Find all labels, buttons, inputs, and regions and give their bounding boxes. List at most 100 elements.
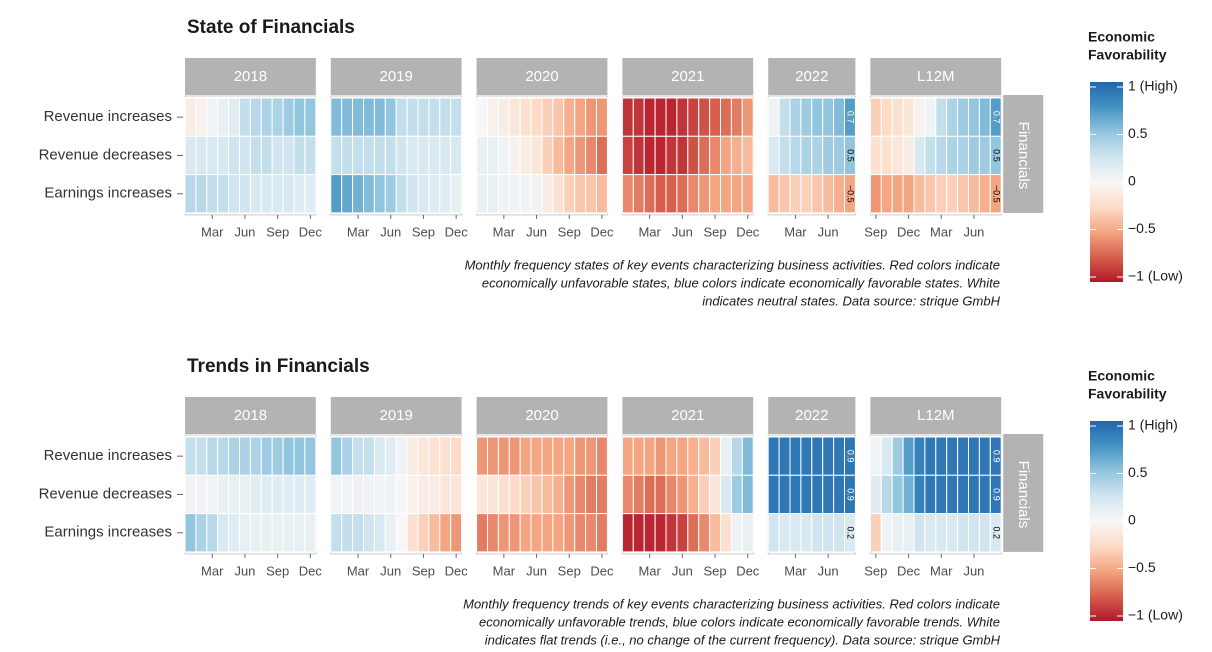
facet-strip [185,58,316,95]
cell [632,174,645,214]
cell [487,174,499,214]
cell [720,474,732,515]
cell [643,513,656,553]
legend-label: −0.5 [1128,220,1156,236]
cell [395,174,408,214]
x-tick-label: Sep [558,563,581,578]
cell [563,97,576,137]
value-label: 0.5 [846,149,856,162]
cell [439,436,452,476]
cell [778,513,791,553]
cell [968,436,980,476]
cell [596,436,608,476]
row-label: Revenue decreases [39,485,172,502]
cell [767,513,780,553]
cell [395,135,408,176]
caption: indicates neutral states. Data source: s… [702,293,1000,308]
cell [249,436,262,476]
cell [654,97,667,137]
cell [687,474,700,515]
cell [822,513,835,553]
cell [789,474,802,515]
cell [698,513,711,553]
caption: economically unfavorable trends, blue co… [479,614,1000,629]
cell [596,135,608,176]
row-label: Revenue increases [44,447,172,464]
cell [352,436,365,476]
cell [978,174,991,214]
cell [439,513,452,553]
x-tick-label: Mar [638,563,661,578]
cell [574,174,587,214]
cell [373,474,386,515]
cell [395,474,408,515]
cell [476,97,489,137]
cell [304,174,317,214]
cell [676,174,689,214]
cell [574,474,587,515]
cell [978,135,991,176]
cell [585,135,597,176]
cell [654,474,667,515]
cell [687,135,700,176]
cell [811,513,824,553]
value-label: 0.9 [991,488,1001,501]
cell [822,97,835,137]
cell [891,135,904,176]
legend-label: −1 (Low) [1128,607,1183,623]
x-tick-label: Sep [266,563,289,578]
cell [206,135,219,176]
cell [946,436,959,476]
facet-label: 2018 [234,407,267,424]
cell [665,474,678,515]
cell [632,513,645,553]
cell [195,97,208,137]
x-tick-label: Mar [493,563,516,578]
cell [417,474,430,515]
cell [778,436,791,476]
cell [330,474,343,515]
cell [363,174,375,214]
cell [271,97,284,137]
x-tick-label: Sep [703,563,726,578]
cell [293,97,306,137]
cell [902,174,915,214]
cell [730,436,743,476]
cell [621,97,634,137]
cell [260,97,273,137]
cell [341,513,354,553]
cell [352,97,365,137]
cell [574,513,587,553]
x-tick-label: Dec [736,224,760,239]
cell [957,174,969,214]
facet-strip [870,397,1002,434]
cell [271,436,284,476]
cell [476,474,489,515]
cell [249,513,262,553]
cell [519,513,532,553]
cell [384,135,397,176]
cell [891,436,904,476]
cell [880,513,893,553]
cell [574,436,587,476]
cell [530,474,543,515]
facet-strip [476,58,608,95]
cell [450,174,463,214]
x-tick-label: Dec [445,563,469,578]
cell [698,474,711,515]
cell [239,474,251,515]
x-tick-label: Sep [558,224,581,239]
facet-strip [330,58,462,95]
cell [800,474,813,515]
cell [844,174,856,214]
cell [541,513,554,553]
cell [330,436,343,476]
cell [417,135,430,176]
cell [563,474,576,515]
cell [530,436,543,476]
facet-label: 2020 [525,68,558,85]
cell [439,174,452,214]
cell [621,474,634,515]
cell [676,436,689,476]
cell [217,474,230,515]
